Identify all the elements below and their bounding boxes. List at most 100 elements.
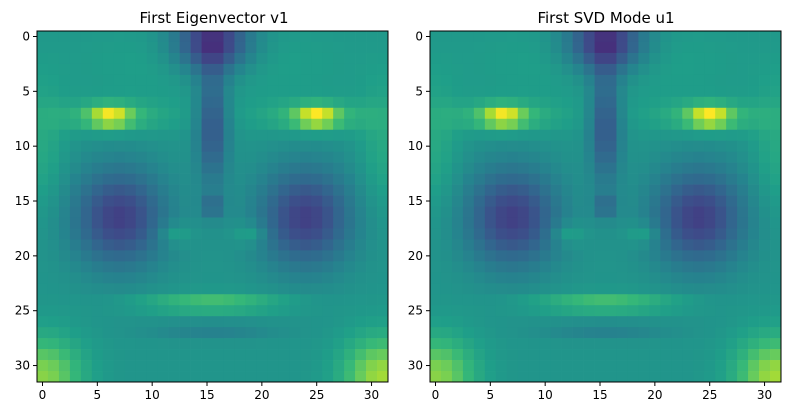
heatmap-cell (69, 52, 82, 65)
heatmap-cell (627, 151, 639, 163)
heatmap-cell (58, 63, 71, 76)
heatmap-cell (627, 162, 639, 174)
heatmap-cell (770, 228, 782, 240)
heatmap-cell (594, 338, 606, 350)
heatmap-cell (80, 283, 93, 295)
heatmap-cell (344, 85, 356, 98)
heatmap-cell (377, 371, 389, 383)
heatmap-cell (671, 52, 683, 65)
heatmap-cell (256, 261, 268, 273)
heatmap-cell (234, 283, 246, 295)
heatmap-cell (430, 129, 442, 142)
heatmap-cell (146, 239, 159, 251)
heatmap-cell (289, 96, 301, 109)
heatmap-cell (113, 360, 126, 372)
heatmap-cell (462, 360, 475, 372)
heatmap-cell (113, 96, 126, 109)
heatmap-cell (168, 272, 180, 284)
heatmap-cell (473, 261, 486, 273)
heatmap-cell (168, 74, 180, 87)
heatmap-cell (58, 338, 71, 350)
heatmap-cell (69, 195, 82, 207)
heatmap-cell (135, 162, 148, 174)
heatmap-cell (201, 294, 213, 306)
heatmap-cell (311, 107, 323, 120)
heatmap-cell (366, 52, 378, 65)
heatmap-cell (770, 283, 782, 295)
heatmap-cell (322, 250, 334, 262)
heatmap-cell (484, 217, 497, 229)
heatmap-cell (223, 261, 235, 273)
heatmap-cell (495, 195, 508, 207)
heatmap-cell (58, 151, 71, 163)
heatmap-cell (157, 283, 169, 295)
heatmap-cell (506, 360, 519, 372)
heatmap-cell (704, 316, 716, 328)
heatmap-cell (212, 228, 224, 240)
heatmap-cell (671, 63, 683, 76)
heatmap-cell (605, 195, 617, 207)
heatmap-cell (660, 129, 672, 142)
heatmap-cell (517, 228, 530, 240)
heatmap-cell (113, 107, 126, 120)
heatmap-cell (451, 305, 464, 317)
heatmap-cell (748, 338, 760, 350)
heatmap-cell (37, 173, 49, 185)
heatmap-cell (168, 228, 180, 240)
heatmap-cell (770, 195, 782, 207)
heatmap-cell (333, 360, 345, 372)
heatmap-cell (157, 41, 169, 54)
heatmap-cell (561, 41, 573, 54)
heatmap-cell (168, 140, 180, 153)
heatmap-cell (179, 52, 191, 65)
heatmap-cell (682, 107, 694, 120)
heatmap-cell (748, 41, 760, 54)
heatmap-cell (616, 31, 628, 43)
heatmap-cell (462, 338, 475, 350)
heatmap-cell (517, 371, 530, 383)
heatmap-cell (748, 305, 760, 317)
heatmap-cell (278, 283, 290, 295)
heatmap-cell (333, 96, 345, 109)
heatmap-cell (506, 206, 519, 218)
heatmap-cell (462, 173, 475, 185)
heatmap-cell (278, 239, 290, 251)
heatmap-cell (322, 151, 334, 163)
heatmap-cell (212, 283, 224, 295)
heatmap-cell (770, 151, 782, 163)
heatmap-cell (201, 96, 213, 109)
heatmap-cell (157, 239, 169, 251)
heatmap-cell (627, 316, 639, 328)
heatmap-cell (440, 206, 453, 218)
heatmap-cell (605, 107, 617, 120)
heatmap-cell (146, 327, 159, 339)
heatmap-cell (58, 85, 71, 98)
heatmap-cell (47, 338, 60, 350)
heatmap-cell (704, 327, 716, 339)
heatmap-cell (190, 316, 202, 328)
heatmap-cell (322, 195, 334, 207)
heatmap-cell (333, 151, 345, 163)
heatmap-cell (473, 283, 486, 295)
heatmap-cell (440, 118, 453, 131)
heatmap-cell (627, 338, 639, 350)
heatmap-cell (179, 349, 191, 361)
heatmap-cell (201, 283, 213, 295)
heatmap-cell (715, 173, 727, 185)
heatmap-cell (583, 228, 595, 240)
heatmap-cell (561, 31, 573, 43)
heatmap-cell (37, 140, 49, 153)
heatmap-cell (58, 107, 71, 120)
heatmap-cell (201, 41, 213, 54)
heatmap-cell (616, 272, 628, 284)
heatmap-cell (69, 360, 82, 372)
heatmap-cell (462, 129, 475, 142)
heatmap-cell (430, 349, 442, 361)
heatmap-cell (495, 31, 508, 43)
heatmap-cell (528, 173, 541, 185)
heatmap-cell (430, 151, 442, 163)
heatmap-cell (80, 349, 93, 361)
heatmap-cell (682, 206, 694, 218)
heatmap-cell (583, 338, 595, 350)
heatmap-cell (91, 206, 104, 218)
